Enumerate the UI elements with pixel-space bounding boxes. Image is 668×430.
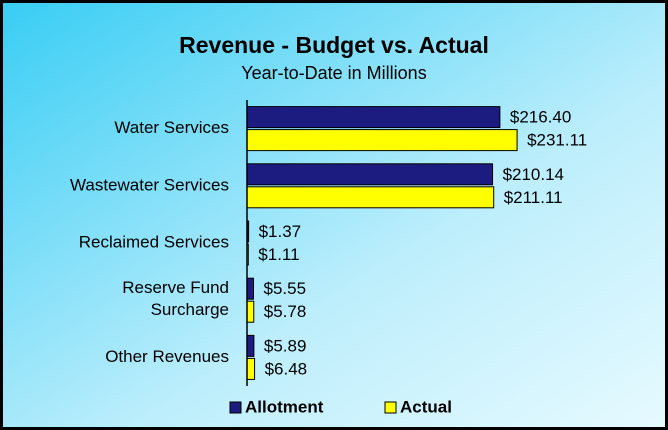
bar [246, 129, 518, 152]
value-label: $211.11 [504, 188, 563, 207]
value-label: $1.37 [259, 222, 302, 241]
bar [246, 186, 495, 209]
value-label: $1.11 [258, 245, 299, 264]
category-label: Other Revenues [105, 347, 229, 366]
legend-label: Actual [400, 397, 452, 416]
bar [246, 277, 254, 300]
value-label: $6.48 [265, 359, 308, 378]
bar [246, 357, 256, 380]
chart-title: Revenue - Budget vs. Actual [179, 32, 489, 58]
bar [246, 300, 255, 323]
bar [246, 163, 494, 186]
legend-swatch [229, 401, 242, 414]
legend-swatch [384, 401, 397, 414]
category-label: Reserve Fund Surcharge [122, 279, 229, 320]
chart-subtitle: Year-to-Date in Millions [241, 63, 426, 83]
value-label: $210.14 [503, 165, 564, 184]
value-label: $5.89 [264, 336, 307, 355]
category-label: Wastewater Services [70, 175, 229, 194]
value-label: $231.11 [527, 131, 587, 150]
bar [246, 106, 501, 129]
legend-label: Allotment [245, 397, 324, 416]
category-label: Water Services [114, 118, 229, 137]
value-label: $5.78 [264, 302, 307, 321]
category-label: Reclaimed Services [79, 232, 229, 251]
value-label: $5.55 [263, 279, 306, 298]
value-label: $216.40 [510, 108, 571, 127]
bar [246, 334, 255, 357]
